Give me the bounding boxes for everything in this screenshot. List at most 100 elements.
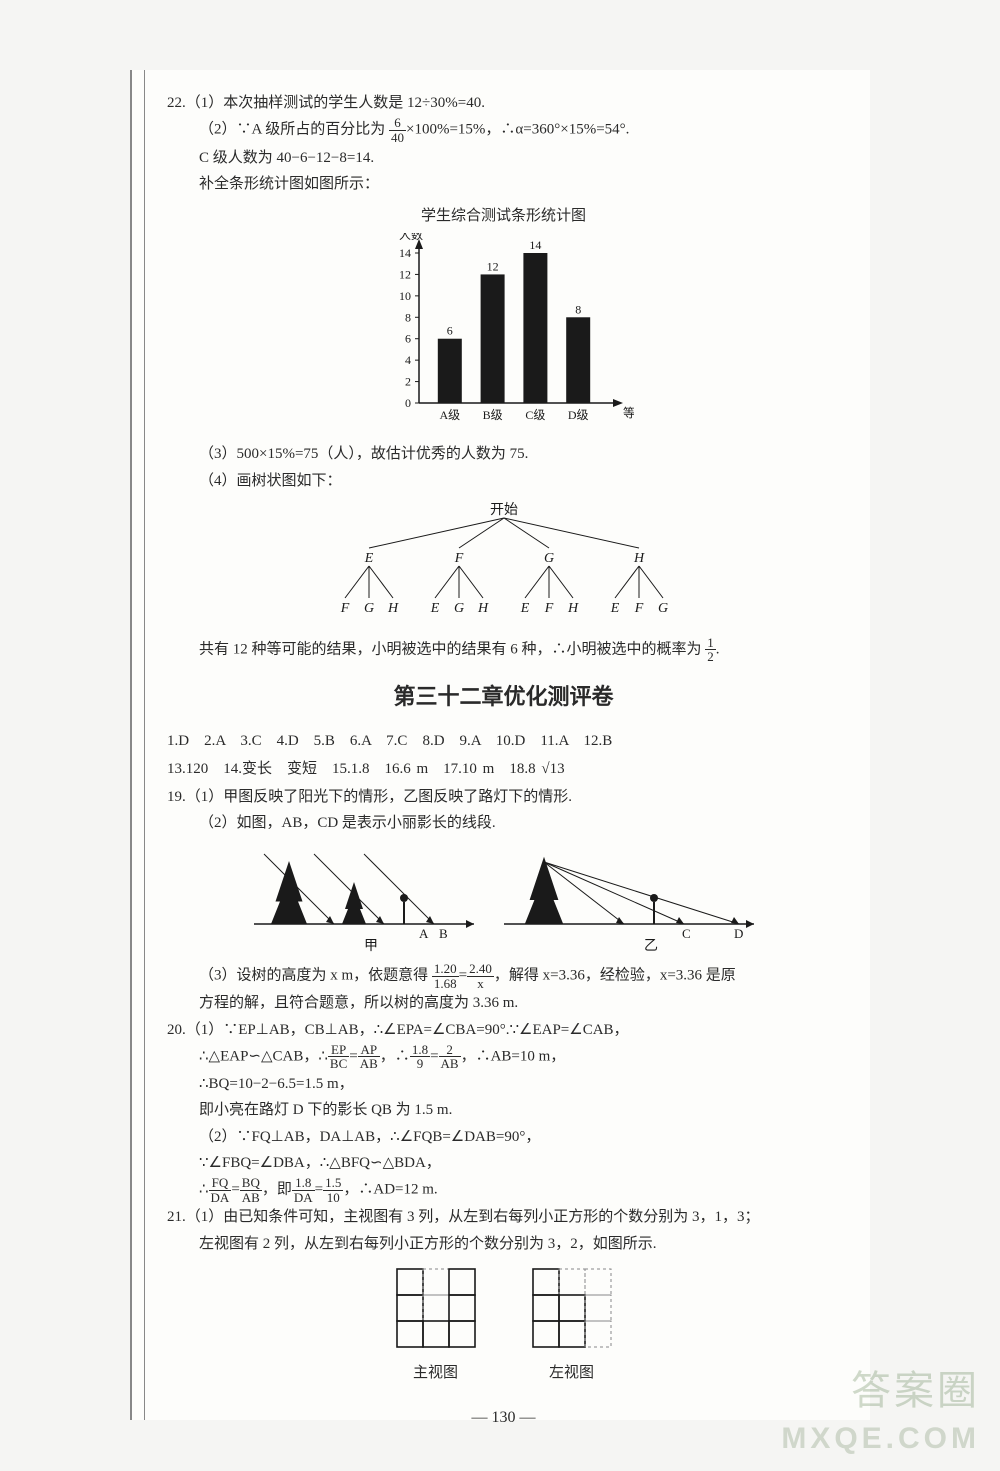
svg-text:E: E bbox=[519, 601, 529, 616]
svg-text:6: 6 bbox=[405, 332, 411, 346]
svg-text:A: A bbox=[419, 926, 429, 941]
grid-label: 主视图 bbox=[393, 1360, 479, 1386]
fraction: 12 bbox=[705, 636, 716, 664]
svg-text:14: 14 bbox=[529, 238, 541, 252]
page-content: 22.（1）本次抽样测试的学生人数是 12÷30%=40. （2）∵A 级所占的… bbox=[130, 70, 870, 1420]
svg-text:10: 10 bbox=[399, 289, 411, 303]
svg-text:B: B bbox=[439, 926, 448, 941]
q19-3a: （3）设树的高度为 x m，依题意得 1.201.68=2.40x，解得 x=3… bbox=[167, 962, 840, 990]
text: = bbox=[231, 1182, 239, 1198]
svg-text:12: 12 bbox=[486, 260, 498, 274]
text: ，∴AB=10 m， bbox=[461, 1048, 566, 1064]
svg-text:F: F bbox=[339, 601, 349, 616]
svg-text:等级: 等级 bbox=[623, 406, 634, 420]
bar-chart: 02468101214人数等级6A级12B级14C级8D级 bbox=[167, 233, 840, 433]
text: （2）∵A 级所占的百分比为 bbox=[199, 122, 389, 138]
q20-2b: ∵∠FBQ=∠DBA，∴△BFQ∽△BDA， bbox=[167, 1150, 840, 1176]
svg-text:开始: 开始 bbox=[490, 502, 518, 518]
denominator: 2 bbox=[705, 650, 716, 664]
tree-diagram: 开始EFGHFEGHGEFHHEFG bbox=[167, 500, 840, 630]
svg-text:4: 4 bbox=[405, 353, 411, 367]
d: DA bbox=[209, 1191, 232, 1205]
fraction: 2AB bbox=[439, 1043, 461, 1071]
n: EP bbox=[328, 1043, 349, 1058]
svg-text:F: F bbox=[633, 601, 643, 616]
svg-text:乙: 乙 bbox=[644, 938, 658, 954]
text: 共有 12 种等可能的结果，小明被选中的结果有 6 种，∴小明被选中的概率为 bbox=[199, 641, 705, 657]
mc-answers: 1.D 2.A 3.C 4.D 5.B 6.A 7.C 8.D 9.A 10.D… bbox=[167, 727, 840, 756]
q22-line2: （2）∵A 级所占的百分比为 640×100%=15%，∴α=360°×15%=… bbox=[167, 116, 840, 144]
text: . bbox=[716, 641, 720, 657]
q22-line7: 共有 12 种等可能的结果，小明被选中的结果有 6 种，∴小明被选中的概率为 1… bbox=[167, 636, 840, 664]
svg-text:12: 12 bbox=[399, 268, 411, 282]
svg-text:C: C bbox=[682, 926, 691, 941]
fraction: BQAB bbox=[240, 1176, 262, 1204]
fraction: 1.8DA bbox=[292, 1176, 315, 1204]
svg-text:F: F bbox=[543, 601, 553, 616]
svg-text:G: G bbox=[453, 601, 463, 616]
svg-text:E: E bbox=[609, 601, 619, 616]
n: AP bbox=[358, 1043, 380, 1058]
numerator: 2.40 bbox=[467, 962, 494, 977]
d: 10 bbox=[323, 1191, 343, 1205]
section-title: 第三十二章优化测评卷 bbox=[167, 678, 840, 717]
fill-answers: 13.120 14.变长 变短 15.1.8 16.6 m 17.10 m 18… bbox=[167, 755, 840, 784]
q22-line1: 22.（1）本次抽样测试的学生人数是 12÷30%=40. bbox=[167, 90, 840, 116]
svg-text:H: H bbox=[386, 601, 398, 616]
d: AB bbox=[240, 1191, 262, 1205]
main-view-grid: 主视图 bbox=[393, 1265, 479, 1387]
text: ，∴ bbox=[380, 1048, 410, 1064]
svg-text:E: E bbox=[363, 551, 373, 566]
fraction: APAB bbox=[358, 1043, 380, 1071]
svg-text:B级: B级 bbox=[482, 408, 502, 422]
n: 1.8 bbox=[410, 1043, 430, 1058]
q19-1: 19.（1）甲图反映了阳光下的情形，乙图反映了路灯下的情形. bbox=[167, 784, 840, 810]
n: 2 bbox=[439, 1043, 461, 1058]
chart-title: 学生综合测试条形统计图 bbox=[167, 203, 840, 229]
text: ∴ bbox=[199, 1182, 209, 1198]
svg-text:G: G bbox=[363, 601, 373, 616]
text: ，即 bbox=[262, 1182, 292, 1198]
n: BQ bbox=[240, 1176, 262, 1191]
fraction: 1.510 bbox=[323, 1176, 343, 1204]
text: ，解得 x=3.36，经检验，x=3.36 是原 bbox=[494, 968, 736, 984]
denominator: x bbox=[467, 977, 494, 991]
d: AB bbox=[439, 1057, 461, 1071]
fraction: FQDA bbox=[209, 1176, 232, 1204]
left-view-grid: 左视图 bbox=[529, 1265, 615, 1387]
watermark-url: MXQE.COM bbox=[781, 1422, 980, 1456]
q20-1d: 即小亮在路灯 D 下的影长 QB 为 1.5 m. bbox=[167, 1097, 840, 1123]
n: 1.5 bbox=[323, 1176, 343, 1191]
q22-line3: C 级人数为 40−6−12−8=14. bbox=[167, 145, 840, 171]
svg-text:H: H bbox=[632, 551, 644, 566]
fraction: 2.40x bbox=[467, 962, 494, 990]
text: ∴△EAP∽△CAB，∴ bbox=[199, 1048, 328, 1064]
svg-text:6: 6 bbox=[446, 324, 452, 338]
text: ，∴AD=12 m. bbox=[343, 1182, 437, 1198]
svg-text:0: 0 bbox=[405, 396, 411, 410]
svg-text:A级: A级 bbox=[439, 408, 460, 422]
q20-1c: ∴BQ=10−2−6.5=1.5 m， bbox=[167, 1071, 840, 1097]
fraction: 1.89 bbox=[410, 1043, 430, 1071]
svg-text:2: 2 bbox=[405, 375, 411, 389]
denominator: 1.68 bbox=[432, 977, 459, 991]
q20-1b: ∴△EAP∽△CAB，∴EPBC=APAB，∴1.89=2AB，∴AB=10 m… bbox=[167, 1043, 840, 1071]
shadow-diagram: AB甲CD乙 bbox=[167, 844, 840, 954]
numerator: 6 bbox=[389, 116, 406, 131]
svg-text:8: 8 bbox=[575, 303, 581, 317]
d: AB bbox=[358, 1057, 380, 1071]
svg-text:E: E bbox=[429, 601, 439, 616]
svg-text:F: F bbox=[453, 551, 463, 566]
svg-text:D: D bbox=[734, 926, 743, 941]
d: DA bbox=[292, 1191, 315, 1205]
text: （3）设树的高度为 x m，依题意得 bbox=[199, 968, 432, 984]
fraction: 1.201.68 bbox=[432, 962, 459, 990]
n: 1.8 bbox=[292, 1176, 315, 1191]
q22-line5: （3）500×15%=75（人），故估计优秀的人数为 75. bbox=[167, 441, 840, 467]
q22-line6: （4）画树状图如下： bbox=[167, 468, 840, 494]
svg-text:H: H bbox=[476, 601, 488, 616]
d: BC bbox=[328, 1057, 349, 1071]
q21-1: 21.（1）由已知条件可知，主视图有 3 列，从左到右每列小正方形的个数分别为 … bbox=[167, 1204, 840, 1230]
watermark-logo: 答案圈 bbox=[851, 1358, 980, 1416]
svg-text:8: 8 bbox=[405, 311, 411, 325]
